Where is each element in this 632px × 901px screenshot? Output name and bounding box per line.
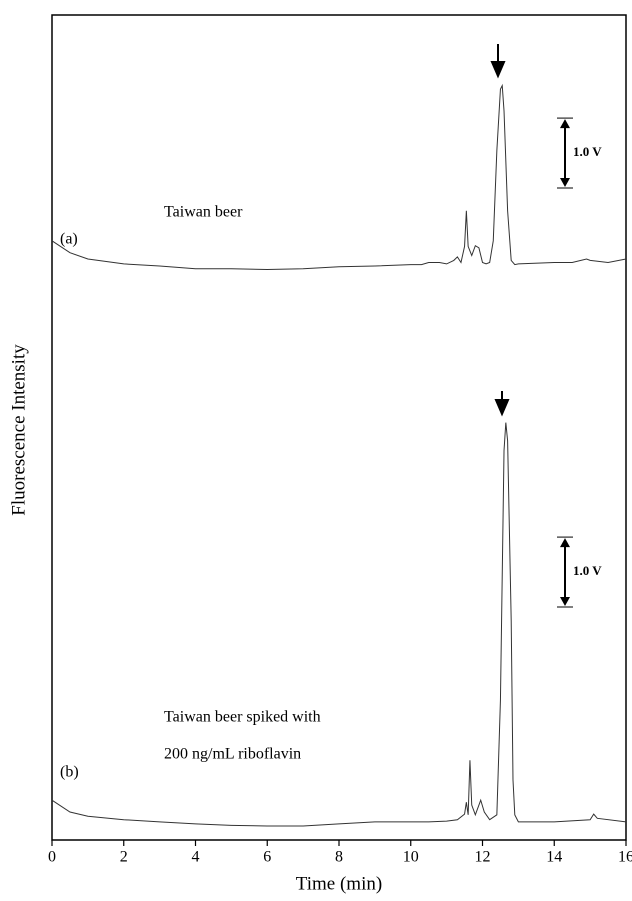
annotation: (b)	[60, 764, 79, 781]
annotation: Taiwan beer	[164, 204, 243, 221]
annotation: (a)	[60, 231, 78, 248]
scale-bar-arrow	[560, 538, 570, 548]
scale-bar-arrow	[560, 119, 570, 129]
plot-frame	[51, 14, 627, 841]
annotation: Taiwan beer spiked with	[164, 709, 321, 726]
scale-bar-label: 1.0 V	[573, 144, 602, 159]
scale-bar-arrow	[560, 597, 570, 606]
x-tick-label: 2	[120, 849, 128, 866]
x-axis-title: Time (min)	[296, 873, 382, 894]
x-tick-label: 16	[618, 849, 632, 866]
scale-bar-arrow	[560, 178, 570, 187]
x-tick-label: 12	[475, 849, 491, 866]
y-axis-title: Fluorescence Intensity	[8, 344, 29, 516]
x-tick-label: 0	[48, 849, 56, 866]
trace	[51, 422, 627, 827]
peak-arrow	[490, 44, 510, 417]
trace	[51, 83, 627, 270]
x-tick-label: 4	[192, 849, 200, 866]
x-tick-label: 6	[263, 849, 271, 866]
x-tick-label: 8	[335, 849, 343, 866]
annotation: 200 ng/mL riboflavin	[164, 746, 301, 763]
x-tick-label: 14	[546, 849, 562, 866]
scale-bar-label: 1.0 V	[573, 563, 602, 578]
x-tick-label: 10	[403, 849, 419, 866]
